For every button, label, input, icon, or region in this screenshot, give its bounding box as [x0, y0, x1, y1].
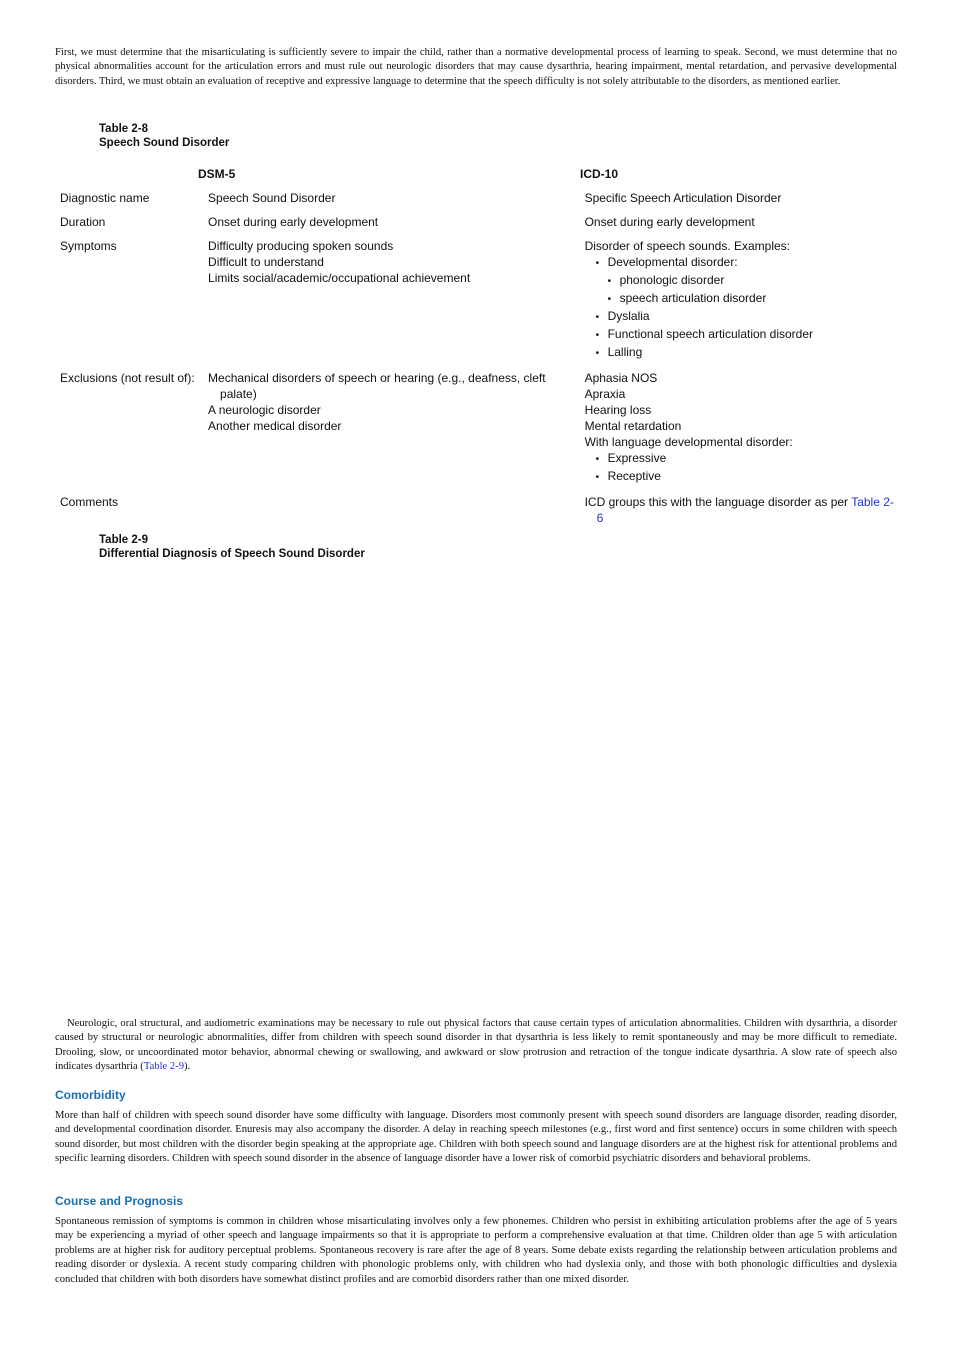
icd-cell: Aphasia NOS Apraxia Hearing loss Mental ret…: [585, 370, 900, 486]
icd-cell: ICD groups this with the language disord…: [585, 494, 900, 526]
table-row: Duration Onset during early development On…: [60, 214, 900, 238]
icd-cell: Onset during early development: [585, 214, 900, 230]
cell-line: A neurologic disorder: [208, 403, 321, 417]
dsm-cell: Difficulty producing spoken sounds Diffic…: [208, 238, 585, 362]
dsm-cell: [208, 494, 585, 526]
dsm-cell: Onset during early development: [208, 214, 585, 230]
text: Neurologic, oral structural, and audiome…: [55, 1018, 897, 1073]
paragraph: Spontaneous remission of symptoms is com…: [55, 1216, 897, 1285]
dsm-cell: Mechanical disorders of speech or hearin…: [208, 370, 585, 486]
bullet-list: phonologic disorderspeech articulation d…: [608, 272, 900, 308]
list-item: Functional speech articulation disorder: [608, 326, 900, 344]
cell-line: Limits social/academic/occupational achi…: [208, 271, 471, 285]
column-header: DSM-5: [198, 167, 236, 181]
cell-line: Aphasia NOS: [584, 371, 658, 385]
table-row: Exclusions (not result of): Mechanical di…: [60, 370, 900, 494]
list-item: Dyslalia: [608, 308, 900, 326]
item-text: Dyslalia: [607, 309, 650, 323]
table-title: Speech Sound Disorder: [99, 137, 230, 149]
table-row: Comments ICD groups this with the languag…: [60, 494, 900, 534]
icd-cell: Specific Speech Articulation Disorder: [585, 190, 900, 206]
list-item: speech articulation disorder: [620, 290, 900, 308]
cell-line: Speech Sound Disorder: [208, 191, 336, 205]
cell-line: With language developmental disorder:: [584, 435, 793, 449]
row-label: Exclusions (not result of):: [60, 371, 195, 385]
intro-paragraph: First, we must determine that the misart…: [55, 47, 897, 87]
list-item: Receptive: [608, 468, 900, 486]
item-text: Expressive: [607, 451, 667, 465]
cell-line: Onset during early development: [584, 215, 755, 229]
paragraph: Neurologic, oral structural, and audiome…: [55, 1017, 897, 1075]
section-heading: Course and Prognosis: [55, 1194, 184, 1208]
cell-line: Hearing loss: [584, 403, 652, 417]
list-item: Expressive: [608, 450, 900, 468]
table-label: Table 2-9: [99, 534, 148, 546]
cell-line: Apraxia: [584, 387, 626, 401]
table-row: Symptoms Difficulty producing spoken soun…: [60, 238, 900, 370]
column-header: ICD-10: [580, 167, 619, 181]
section-heading: Comorbidity: [55, 1088, 126, 1102]
row-label: Diagnostic name: [60, 191, 150, 205]
link[interactable]: Table 2-6: [596, 495, 894, 525]
dsm-cell: Speech Sound Disorder: [208, 190, 585, 206]
item-text: Receptive: [607, 469, 661, 483]
bullet-list: Expressive Receptive: [585, 450, 900, 486]
item-text: Developmental disorder:: [607, 255, 738, 269]
list-item: Developmental disorder: phonologic disord…: [608, 254, 900, 308]
table-label: Table 2-8: [99, 123, 148, 135]
list-item: phonologic disorder: [620, 272, 900, 290]
row-label: Comments: [60, 495, 119, 509]
cell-line: Disorder of speech sounds. Examples:: [584, 239, 791, 253]
item-text: Lalling: [607, 345, 643, 359]
table-header: DSM-5 ICD-10: [60, 166, 900, 190]
text: ).: [184, 1061, 191, 1073]
table: DSM-5 ICD-10 Diagnostic name Speech Sound…: [60, 166, 900, 534]
cell-line: Specific Speech Articulation Disorder: [584, 191, 782, 205]
cell-line: Difficult to understand: [208, 255, 324, 269]
cell-line: ICD groups this with the language disord…: [584, 495, 894, 525]
item-text: Functional speech articulation disorder: [607, 327, 814, 341]
cell-line: Mental retardation: [584, 419, 682, 433]
table-row: Diagnostic name Speech Sound Disorder Spec…: [60, 190, 900, 214]
cell-line: Another medical disorder: [208, 419, 342, 433]
row-label: Symptoms: [60, 239, 117, 253]
bullet-list: Developmental disorder: phonologic disord…: [585, 254, 900, 362]
cell-line: Onset during early development: [208, 215, 379, 229]
table-title: Differential Diagnosis of Speech Sound D…: [99, 548, 365, 560]
cell-line: Mechanical disorders of speech or hearin…: [208, 371, 546, 401]
cell-line: Difficulty producing spoken sounds: [208, 239, 394, 253]
list-item: Lalling: [608, 344, 900, 362]
icd-cell: Disorder of speech sounds. Examples:Deve…: [585, 238, 900, 362]
link[interactable]: Table 2-9: [143, 1061, 184, 1073]
row-label: Duration: [60, 215, 106, 229]
paragraph: More than half of children with speech s…: [55, 1110, 897, 1165]
